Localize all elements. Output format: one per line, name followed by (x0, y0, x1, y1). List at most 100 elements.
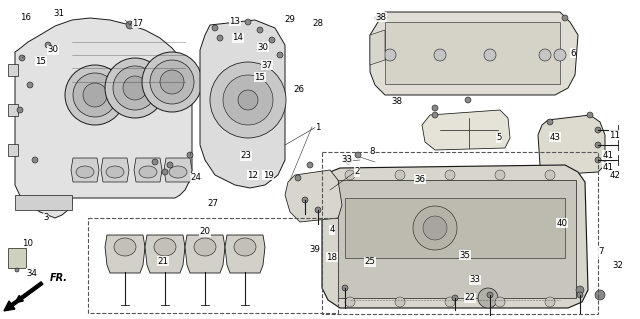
Circle shape (595, 157, 601, 163)
Circle shape (545, 297, 555, 307)
Circle shape (595, 290, 605, 300)
Circle shape (65, 65, 125, 125)
Text: 15: 15 (255, 72, 266, 81)
Text: 31: 31 (54, 10, 65, 19)
Circle shape (547, 119, 553, 125)
Circle shape (539, 49, 551, 61)
Circle shape (105, 58, 165, 118)
Circle shape (423, 216, 447, 240)
Text: 41: 41 (602, 162, 614, 172)
Circle shape (17, 107, 23, 113)
FancyArrow shape (4, 282, 43, 311)
Text: 33: 33 (470, 276, 481, 285)
Polygon shape (225, 235, 265, 273)
Circle shape (152, 159, 158, 165)
Circle shape (554, 49, 566, 61)
Text: 2: 2 (355, 167, 360, 176)
Circle shape (19, 55, 25, 61)
Bar (345, 198, 565, 258)
Ellipse shape (76, 166, 94, 178)
Ellipse shape (106, 166, 124, 178)
Circle shape (73, 73, 117, 117)
Circle shape (187, 152, 193, 158)
Circle shape (142, 52, 202, 112)
Circle shape (123, 76, 147, 100)
Text: 29: 29 (285, 16, 296, 25)
Circle shape (150, 60, 194, 104)
Circle shape (545, 170, 555, 180)
Bar (322, 152, 598, 314)
Circle shape (576, 286, 584, 294)
Ellipse shape (169, 166, 187, 178)
Circle shape (269, 37, 275, 43)
Text: 1: 1 (316, 122, 321, 131)
Circle shape (345, 170, 355, 180)
Circle shape (595, 142, 601, 148)
Circle shape (487, 292, 493, 298)
Ellipse shape (194, 238, 216, 256)
Circle shape (478, 288, 498, 308)
Circle shape (83, 83, 107, 107)
Circle shape (495, 297, 505, 307)
Text: 36: 36 (415, 174, 426, 183)
Ellipse shape (154, 238, 176, 256)
Polygon shape (145, 235, 185, 273)
Text: 38: 38 (392, 97, 403, 106)
Polygon shape (185, 235, 225, 273)
Polygon shape (164, 158, 192, 182)
Bar (385, 22, 560, 84)
Circle shape (223, 75, 273, 125)
Text: 16: 16 (20, 13, 31, 23)
Circle shape (15, 268, 19, 272)
Text: 42: 42 (609, 170, 621, 180)
Text: 30: 30 (47, 46, 58, 55)
Polygon shape (370, 30, 385, 65)
Text: 21: 21 (157, 256, 168, 265)
Polygon shape (134, 158, 162, 182)
Circle shape (27, 82, 33, 88)
Circle shape (45, 42, 51, 48)
Circle shape (315, 207, 321, 213)
Text: 10: 10 (22, 239, 33, 248)
Text: 8: 8 (369, 147, 375, 157)
Polygon shape (15, 18, 192, 218)
Circle shape (587, 112, 593, 118)
Circle shape (395, 297, 405, 307)
Circle shape (210, 62, 286, 138)
Polygon shape (71, 158, 99, 182)
Text: 33: 33 (342, 154, 353, 164)
Circle shape (413, 206, 457, 250)
Ellipse shape (139, 166, 157, 178)
Polygon shape (422, 110, 510, 150)
Polygon shape (370, 12, 578, 95)
Circle shape (257, 27, 263, 33)
Text: 3: 3 (44, 213, 49, 222)
Bar (338, 180, 576, 298)
Circle shape (295, 175, 301, 181)
Circle shape (32, 157, 38, 163)
Text: 18: 18 (326, 253, 337, 262)
Circle shape (160, 70, 184, 94)
Circle shape (562, 15, 568, 21)
Text: 38: 38 (376, 12, 387, 21)
Text: 26: 26 (294, 85, 305, 93)
Text: 23: 23 (241, 152, 252, 160)
Text: 43: 43 (550, 132, 561, 142)
Circle shape (217, 35, 223, 41)
Text: 19: 19 (262, 170, 273, 180)
Text: 24: 24 (191, 174, 202, 182)
Circle shape (465, 97, 471, 103)
Text: 37: 37 (262, 61, 273, 70)
Text: 34: 34 (26, 269, 38, 278)
Circle shape (212, 25, 218, 31)
Bar (8, 64, 18, 76)
Ellipse shape (114, 238, 136, 256)
Text: 39: 39 (310, 246, 321, 255)
Text: 25: 25 (365, 257, 376, 266)
Text: 17: 17 (132, 19, 143, 27)
Circle shape (375, 15, 381, 21)
Circle shape (345, 297, 355, 307)
Circle shape (432, 112, 438, 118)
Circle shape (484, 49, 496, 61)
Polygon shape (285, 170, 342, 222)
